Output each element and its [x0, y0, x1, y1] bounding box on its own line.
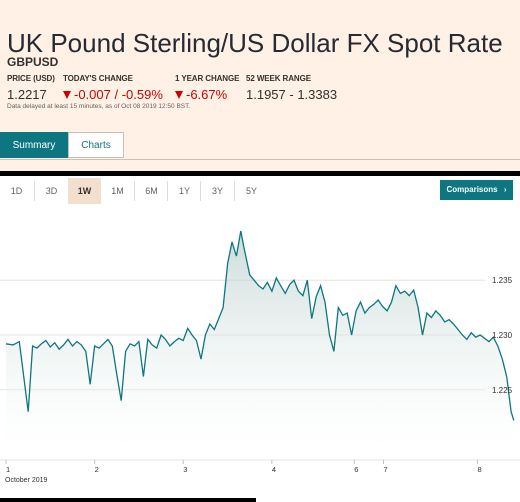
- x-tick-label: 7: [384, 465, 388, 474]
- y-tick-label: 1.235: [492, 276, 513, 285]
- week-range-stat: 52 WEEK RANGE 1.1957 - 1.3383: [246, 74, 337, 102]
- range-divider: [200, 181, 201, 201]
- tab-charts[interactable]: Charts: [68, 132, 124, 158]
- comparisons-button[interactable]: Comparisons ›: [440, 180, 513, 200]
- price-label: PRICE (USD): [7, 74, 55, 83]
- range-divider: [167, 181, 168, 201]
- price-stat: PRICE (USD) 1.2217: [7, 74, 55, 102]
- week-range-label: 52 WEEK RANGE: [246, 74, 311, 83]
- range-1w[interactable]: 1W: [68, 178, 101, 204]
- down-arrow-icon: [63, 91, 71, 99]
- range-1y[interactable]: 1Y: [178, 186, 190, 196]
- week-range-value: 1.1957 - 1.3383: [246, 87, 338, 102]
- price-chart: 1.235 1.230 1.225 1 2 3 4 6 7 8 October 2019: [0, 230, 520, 484]
- page-title: UK Pound Sterling/US Dollar FX Spot Rate: [7, 28, 503, 58]
- panel-top-bar: [0, 171, 520, 176]
- x-tick-label: 1: [6, 465, 10, 474]
- x-axis: 1 2 3 4 6 7 8 October 2019: [0, 459, 520, 484]
- price-area: [6, 231, 514, 450]
- range-3d[interactable]: 3D: [45, 186, 58, 196]
- panel-bottom-bar: [0, 498, 256, 502]
- range-1d[interactable]: 1D: [10, 186, 23, 196]
- range-6m[interactable]: 6M: [145, 186, 158, 196]
- range-divider: [234, 181, 235, 201]
- today-change-label: TODAY'S CHANGE: [63, 74, 133, 83]
- x-tick-label: 4: [272, 465, 276, 474]
- tab-summary[interactable]: Summary: [0, 132, 68, 158]
- year-change-label: 1 YEAR CHANGE: [175, 74, 240, 83]
- range-3y[interactable]: 3Y: [211, 186, 223, 196]
- x-tick-label: 2: [95, 465, 99, 474]
- chevron-right-icon: ›: [503, 185, 507, 194]
- year-change-value-row: -6.67%: [175, 87, 239, 102]
- delay-notice: Data delayed at least 15 minutes, as of …: [7, 103, 191, 110]
- today-change-value-row: -0.007 / -0.59%: [63, 87, 163, 102]
- today-change-value: -0.007 / -0.59%: [74, 87, 163, 102]
- price-line: [5, 230, 515, 421]
- comparisons-label: Comparisons: [446, 185, 498, 194]
- tab-divider: [0, 159, 520, 160]
- x-tick-label: 6: [354, 465, 358, 474]
- x-tick-label: 3: [183, 465, 187, 474]
- tab-bar: Summary Charts: [0, 132, 520, 160]
- x-tick-label: 8: [477, 465, 481, 474]
- range-1m[interactable]: 1M: [111, 186, 124, 196]
- down-arrow-icon: [175, 91, 183, 99]
- today-change-stat: TODAY'S CHANGE -0.007 / -0.59%: [63, 74, 163, 102]
- range-divider: [34, 181, 35, 201]
- y-axis: 1.235 1.230 1.225: [492, 276, 513, 395]
- range-divider: [134, 181, 135, 201]
- x-axis-sublabel: October 2019: [5, 477, 48, 484]
- y-tick-label: 1.230: [492, 331, 513, 340]
- year-change-stat: 1 YEAR CHANGE -6.67%: [175, 74, 239, 102]
- price-value: 1.2217: [7, 87, 47, 102]
- y-tick-label: 1.225: [492, 386, 513, 395]
- range-5y[interactable]: 5Y: [245, 186, 257, 196]
- ticker-symbol: GBPUSD: [7, 55, 59, 69]
- year-change-value: -6.67%: [186, 87, 228, 102]
